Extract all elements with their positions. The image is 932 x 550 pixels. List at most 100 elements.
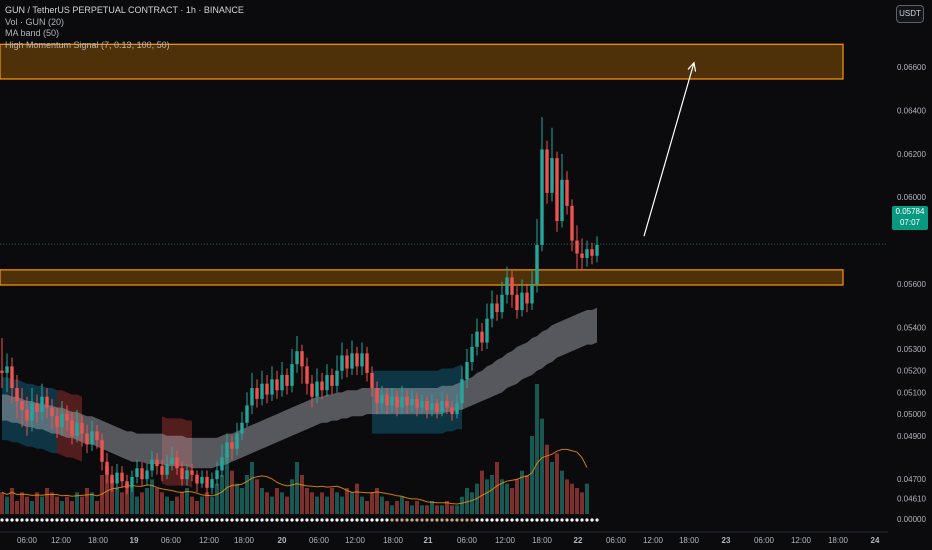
- volume-bar: [320, 492, 324, 514]
- signal-dot: [55, 518, 59, 522]
- signal-dot: [205, 518, 209, 522]
- signal-dot: [360, 518, 364, 522]
- x-tick-label: 12:00: [643, 536, 664, 545]
- signal-dot: [95, 518, 99, 522]
- indicator-ma-band[interactable]: MA band (50): [5, 28, 60, 38]
- volume-bar: [120, 492, 124, 514]
- volume-bar: [20, 492, 24, 514]
- signal-dot: [400, 518, 404, 522]
- y-tick-label: 0.05300: [897, 345, 926, 354]
- candle-body: [60, 414, 64, 428]
- x-tick-label: 06:00: [309, 536, 330, 545]
- indicator-momentum[interactable]: High Momentum Signal (7, 0.13, 100, 50): [5, 39, 170, 50]
- candle-body: [325, 375, 329, 391]
- candle-body: [315, 381, 319, 397]
- y-tick-label: 0.05000: [897, 410, 926, 419]
- volume-bar: [65, 496, 69, 514]
- volume-bar: [90, 492, 94, 514]
- candle-body: [75, 422, 79, 436]
- volume-bar: [110, 479, 114, 514]
- signal-dot: [475, 518, 479, 522]
- signal-dot: [280, 518, 284, 522]
- volume-bar: [25, 496, 29, 514]
- signal-dot: [10, 518, 14, 522]
- signal-dot: [320, 518, 324, 522]
- candle-body: [405, 396, 409, 406]
- projection-arrow-head: [687, 61, 697, 72]
- candle-body: [70, 420, 74, 436]
- chart-title: GUN / TetherUS PERPETUAL CONTRACT · 1h ·…: [5, 5, 244, 15]
- volume-bar: [305, 488, 309, 514]
- signal-dot: [500, 518, 504, 522]
- volume-bar: [575, 488, 579, 514]
- candle-body: [40, 396, 44, 412]
- volume-bar: [140, 492, 144, 514]
- signal-dot: [290, 518, 294, 522]
- signal-dot: [20, 518, 24, 522]
- signal-dot: [300, 518, 304, 522]
- x-tick-label: 06:00: [17, 536, 38, 545]
- candle-body: [385, 394, 389, 406]
- candle-body: [220, 457, 224, 471]
- x-tick-label: 18:00: [679, 536, 700, 545]
- indicator-volume[interactable]: Vol · GUN (20): [5, 16, 65, 27]
- signal-dot: [310, 518, 314, 522]
- candle-body: [275, 379, 279, 391]
- candle-body: [465, 362, 469, 380]
- candle-body: [525, 292, 529, 304]
- volume-bar: [260, 488, 264, 514]
- signal-dot: [470, 518, 474, 522]
- candle-body: [440, 401, 444, 412]
- volume-bar: [175, 496, 179, 514]
- candle-body: [225, 442, 229, 458]
- volume-bar: [350, 492, 354, 514]
- volume-bar: [355, 483, 359, 514]
- candle-body: [140, 468, 144, 480]
- volume-bar: [80, 496, 84, 514]
- candle-body: [510, 277, 514, 295]
- volume-bar: [290, 479, 294, 514]
- candle-body: [205, 476, 209, 488]
- candle-body: [130, 476, 134, 488]
- currency-button[interactable]: USDT: [896, 5, 924, 23]
- volume-bar: [45, 488, 49, 514]
- candle-body: [430, 403, 434, 410]
- candle-body: [490, 303, 494, 319]
- candle-body: [170, 457, 174, 464]
- x-tick-label: 06:00: [457, 536, 478, 545]
- volume-bar: [245, 475, 249, 514]
- candle-body: [495, 303, 499, 313]
- signal-dot: [115, 518, 119, 522]
- volume-bar: [525, 475, 529, 514]
- volume-bar: [585, 483, 589, 514]
- volume-bar: [315, 496, 319, 514]
- signal-dot: [195, 518, 199, 522]
- bar-countdown: 07:07: [899, 218, 921, 227]
- signal-dot: [385, 518, 389, 522]
- candle-body: [280, 375, 284, 391]
- candle-body: [345, 355, 349, 369]
- signal-dot: [100, 518, 104, 522]
- volume-bar: [530, 436, 534, 514]
- signal-dot: [405, 518, 409, 522]
- candle-body: [250, 388, 254, 406]
- signal-dot: [530, 518, 534, 522]
- x-tick-label: 12:00: [51, 536, 72, 545]
- signal-dot: [420, 518, 424, 522]
- x-tick-label: 18:00: [532, 536, 553, 545]
- volume-bar: [0, 492, 4, 514]
- volume-bar: [5, 496, 9, 514]
- y-tick-label: 0.06000: [897, 193, 926, 202]
- candle-body: [310, 383, 314, 397]
- signal-dot: [545, 518, 549, 522]
- signal-dot: [80, 518, 84, 522]
- volume-bar: [270, 496, 274, 514]
- x-tick-label: 18:00: [383, 536, 404, 545]
- signal-dot: [165, 518, 169, 522]
- signal-dot: [295, 518, 299, 522]
- volume-bar: [360, 496, 364, 514]
- signal-dot: [70, 518, 74, 522]
- volume-bar: [545, 444, 549, 514]
- candle-body: [410, 398, 414, 406]
